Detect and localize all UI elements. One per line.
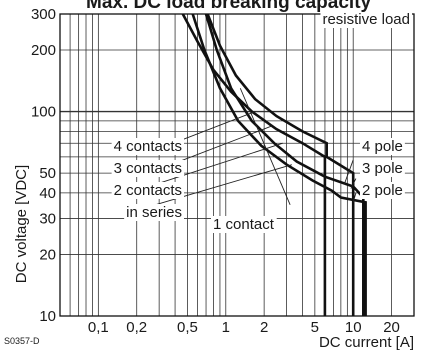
- annotation-c4: 4 contacts: [114, 138, 182, 155]
- annotation-c2: 2 contacts: [114, 182, 182, 199]
- y-tick-label: 50: [39, 165, 56, 182]
- x-tick-label: 10: [345, 319, 362, 336]
- annotation-backing: [111, 182, 184, 199]
- annotation-backing: [211, 216, 277, 233]
- figure-code: S0357-D: [4, 336, 40, 346]
- x-tick-label: 20: [383, 319, 400, 336]
- annotation-resistive: resistive load: [322, 11, 410, 28]
- curve-1-contact: [181, 13, 327, 316]
- annotation-series: in series: [126, 204, 182, 221]
- x-tick-label: 1: [222, 319, 230, 336]
- y-tick-label: 10: [39, 308, 56, 325]
- annotation-backing: [360, 160, 405, 177]
- y-tick-label: 30: [39, 210, 56, 227]
- annotation-backing: [360, 182, 405, 199]
- annotation-p4: 4 pole: [362, 138, 403, 155]
- x-tick-label: 2: [260, 319, 268, 336]
- annotation-p3: 3 pole: [362, 160, 403, 177]
- x-tick-label: 0,1: [88, 319, 109, 336]
- y-tick-label: 100: [31, 104, 56, 121]
- curve-2-contacts-in-series: [206, 13, 355, 316]
- tick-labels: 0,1 0,2 0,5 1 2 5 10 20 10 20 30 40 50 100 200 300: [31, 6, 400, 336]
- y-tick-label: 300: [31, 6, 56, 23]
- annotations: resistive load 4 contacts 3 contacts 2 cont…: [111, 11, 412, 233]
- y-tick-label: 40: [39, 185, 56, 202]
- annotation-backing: [124, 204, 184, 221]
- leader-line: [239, 88, 291, 205]
- annotation-backing: [111, 138, 184, 155]
- y-axis-label: DC voltage [VDC]: [13, 165, 30, 283]
- annotation-p2: 2 pole: [362, 182, 403, 199]
- y-tick-label: 200: [31, 42, 56, 59]
- annotation-c3: 3 contacts: [114, 160, 182, 177]
- leader-line: [343, 159, 354, 185]
- curve-3-contacts: [204, 13, 365, 316]
- leader-line: [352, 192, 357, 203]
- x-tick-label: 0,2: [126, 319, 147, 336]
- annotation-backing: [360, 138, 405, 155]
- curve-4-contacts: [191, 13, 367, 316]
- y-tick-label: 20: [39, 246, 56, 263]
- leader-line: [350, 178, 357, 189]
- annotation-c1: 1 contact: [213, 216, 275, 233]
- chart-title: Max. DC load breaking capacity: [86, 0, 372, 13]
- curves: [181, 13, 367, 316]
- plot-frame: [59, 13, 415, 317]
- x-axis-label: DC current [A]: [319, 334, 414, 351]
- x-tick-label: 5: [311, 319, 319, 336]
- annotation-backing: [320, 11, 412, 28]
- leader-line: [148, 142, 283, 187]
- annotation-backing: [111, 160, 184, 177]
- x-tick-label: 0,5: [177, 319, 198, 336]
